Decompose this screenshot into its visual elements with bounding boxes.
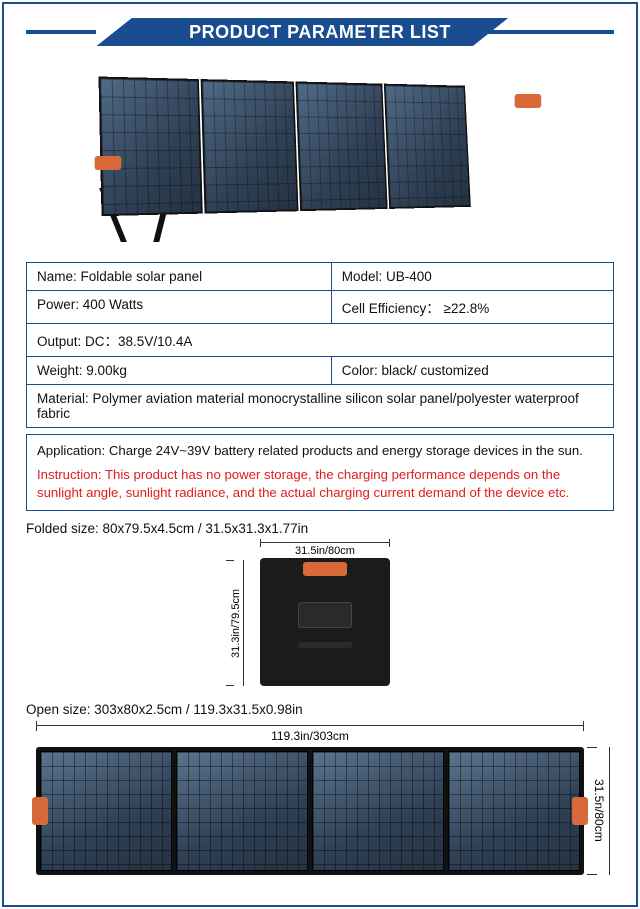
open-width-dim: 119.3in/303cm [36,725,584,743]
folded-width-dim: 31.5in/80cm [260,542,390,557]
open-handle-right-icon [572,797,588,825]
label: Material: [37,391,89,406]
label: Application: [37,443,105,458]
value: black/ customized [382,363,489,378]
label: Power: [37,297,79,312]
value: ≥22.8% [444,301,490,316]
cell-power: Power: 400 Watts [27,291,332,323]
value: Polymer aviation material monocrystallin… [37,391,579,421]
solar-panel-group [98,77,472,217]
value: UB-400 [386,269,432,284]
value: 400 Watts [83,297,143,312]
solar-panel-1 [98,77,202,217]
label: Cell Efficiency： [342,301,440,316]
cell-name: Name: Foldable solar panel [27,263,332,290]
folded-panel-icon [260,558,390,686]
spec-table: Name: Foldable solar panel Model: UB-400… [26,262,614,428]
header-title: PRODUCT PARAMETER LIST [26,18,614,46]
instruction-text: Instruction: This product has no power s… [37,466,603,502]
table-row: Name: Foldable solar panel Model: UB-400 [27,263,613,290]
open-panel-3 [312,751,444,871]
value: This product has no power storage, the c… [37,467,569,500]
application-text: Application: Charge 24V~39V battery rela… [37,443,603,458]
label: Name: [37,269,77,284]
table-row: Output: DC：38.5V/10.4A [27,323,613,356]
value: 9.00kg [86,363,127,378]
open-panel-1 [40,751,172,871]
open-handle-left-icon [32,797,48,825]
handle-right-icon [515,94,542,108]
page: PRODUCT PARAMETER LIST Name: Foldable so… [2,2,638,907]
label: Color: [342,363,378,378]
cell-output: Output: DC：38.5V/10.4A [27,324,613,356]
table-row: Weight: 9.00kg Color: black/ customized [27,356,613,384]
cell-color: Color: black/ customized [332,357,613,384]
cell-eff: Cell Efficiency： ≥22.8% [332,291,613,323]
cell-weight: Weight: 9.00kg [27,357,332,384]
folded-size-label: Folded size: 80x79.5x4.5cm / 31.5x31.3x1… [26,521,614,536]
label: Weight: [37,363,83,378]
label: Instruction: [37,467,102,482]
open-panel-4 [448,751,580,871]
header-bar: PRODUCT PARAMETER LIST [26,18,614,46]
folded-pocket-icon [298,602,352,628]
solar-panel-2 [201,79,299,213]
handle-left-icon [95,156,122,170]
product-image [70,64,570,244]
value: Foldable solar panel [81,269,203,284]
open-height-dim: 31.5n/80cm [592,747,610,875]
folded-handle-icon [303,562,347,576]
open-size-label: Open size: 303x80x2.5cm / 119.3x31.5x0.9… [26,702,614,717]
cell-model: Model: UB-400 [332,263,613,290]
cell-material: Material: Polymer aviation material mono… [27,385,613,427]
open-panel-2 [176,751,308,871]
table-row: Material: Polymer aviation material mono… [27,384,613,427]
application-box: Application: Charge 24V~39V battery rela… [26,434,614,511]
folded-diagram: 31.5in/80cm 31.3in/79.5cm [190,542,450,692]
table-row: Power: 400 Watts Cell Efficiency： ≥22.8% [27,290,613,323]
folded-height-dim: 31.3in/79.5cm [230,560,244,686]
label: Output: [37,334,81,349]
open-diagram: 119.3in/303cm 31.5n/80cm [26,725,614,885]
solar-panel-4 [384,84,471,209]
value: Charge 24V~39V battery related products … [109,443,583,458]
label: Model: [342,269,383,284]
folded-strip-icon [298,642,352,648]
solar-panel-3 [295,81,387,211]
open-panels-icon [36,747,584,875]
value: DC：38.5V/10.4A [85,334,192,349]
